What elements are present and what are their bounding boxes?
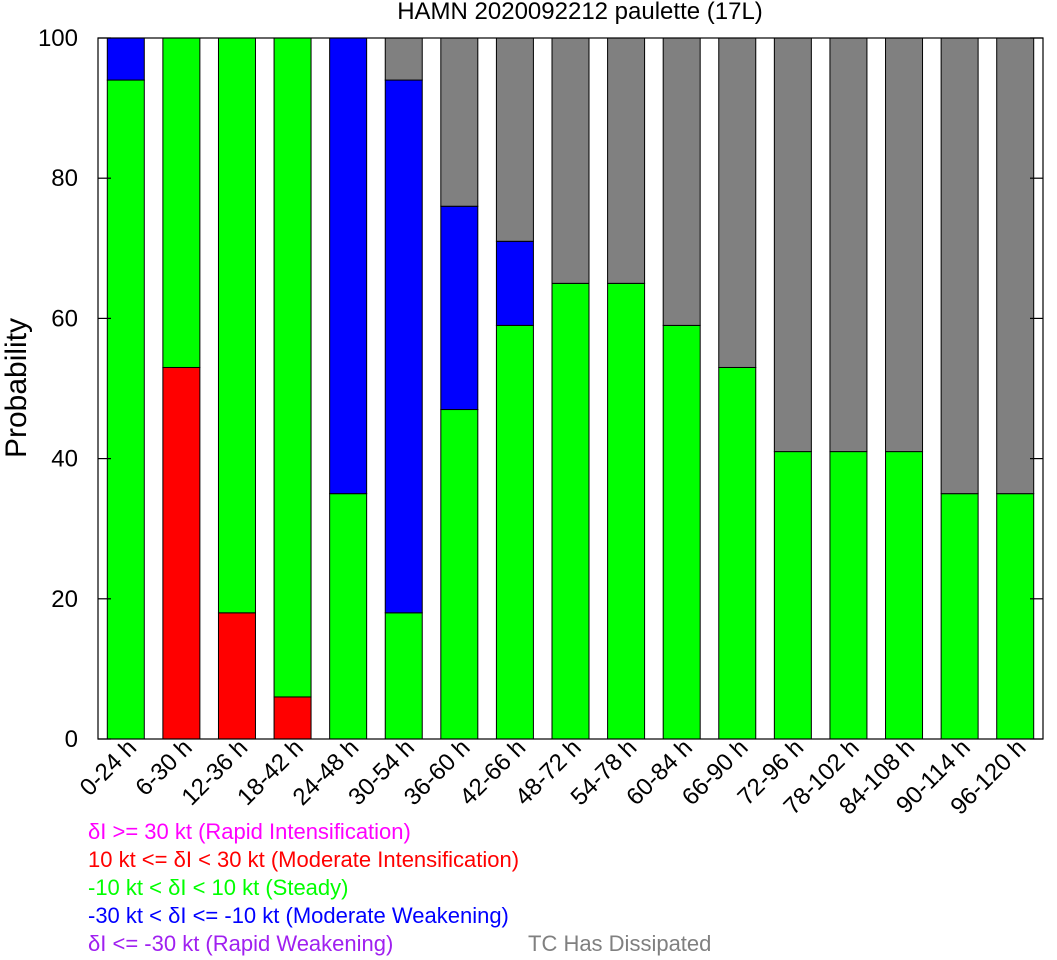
y-tick-label: 80 xyxy=(51,165,78,192)
x-tick-label: 0-24 h xyxy=(75,734,142,801)
plot-frame xyxy=(97,37,1044,740)
bar-segment xyxy=(162,37,201,368)
bar-segment xyxy=(885,37,924,453)
bar-segment xyxy=(106,79,145,740)
y-axis-label: Probability xyxy=(0,318,33,458)
bar-segment xyxy=(773,37,812,453)
y-tick-label: 0 xyxy=(65,726,78,753)
legend-entry: δI <= -30 kt (Rapid Weakening) xyxy=(88,931,394,956)
legend-entry: δI >= 30 kt (Rapid Intensification) xyxy=(88,819,411,844)
y-tick-label: 100 xyxy=(38,25,78,52)
bar-segment xyxy=(495,324,534,740)
bar-segment xyxy=(495,37,534,242)
bar-segment xyxy=(662,37,701,326)
bar-segment xyxy=(495,240,534,326)
legend-entry: 10 kt <= δI < 30 kt (Moderate Intensific… xyxy=(88,847,520,872)
legend-entry: TC Has Dissipated xyxy=(528,931,712,956)
bar-segment xyxy=(329,493,368,740)
bar-segment xyxy=(607,37,646,284)
bar-segment xyxy=(551,37,590,284)
bar-segment xyxy=(384,612,423,740)
bar-segment xyxy=(273,696,312,740)
bar-segment xyxy=(662,324,701,740)
legend-entry: -10 kt < δI < 10 kt (Steady) xyxy=(88,875,349,900)
bar-segment xyxy=(440,37,479,207)
bar-segment xyxy=(162,366,201,740)
bar-segment xyxy=(384,79,423,614)
bar-segment xyxy=(718,37,757,368)
legend-entry: -30 kt < δI <= -10 kt (Moderate Weakenin… xyxy=(88,903,509,928)
y-tick-label: 60 xyxy=(51,305,78,332)
bar-segment xyxy=(217,612,256,740)
x-tick-labels: 0-24 h6-30 h12-36 h18-42 h24-48 h30-54 h… xyxy=(75,734,1032,820)
bar-segment xyxy=(329,37,368,495)
y-tick-label: 20 xyxy=(51,586,78,613)
bars-layer xyxy=(106,37,1035,740)
bar-segment xyxy=(829,451,868,740)
y-tick-label: 40 xyxy=(51,446,78,473)
bar-segment xyxy=(940,37,979,495)
bar-segment xyxy=(773,451,812,740)
bar-segment xyxy=(440,205,479,411)
bar-segment xyxy=(829,37,868,453)
chart-title: HAMN 2020092212 paulette (17L) xyxy=(397,0,763,25)
bar-segment xyxy=(940,493,979,740)
bar-segment xyxy=(996,493,1035,740)
bar-segment xyxy=(996,37,1035,495)
bar-segment xyxy=(106,37,145,81)
bar-segment xyxy=(384,37,423,81)
bar-segment xyxy=(440,409,479,740)
y-tick-labels: 0 20 40 60 80 100 xyxy=(38,25,78,753)
bar-segment xyxy=(718,366,757,740)
axes-layer xyxy=(97,37,1044,740)
bar-segment xyxy=(607,282,646,740)
bar-segment xyxy=(885,451,924,740)
bar-segment xyxy=(217,37,256,614)
bar-segment xyxy=(273,37,312,698)
bar-segment xyxy=(551,282,590,740)
